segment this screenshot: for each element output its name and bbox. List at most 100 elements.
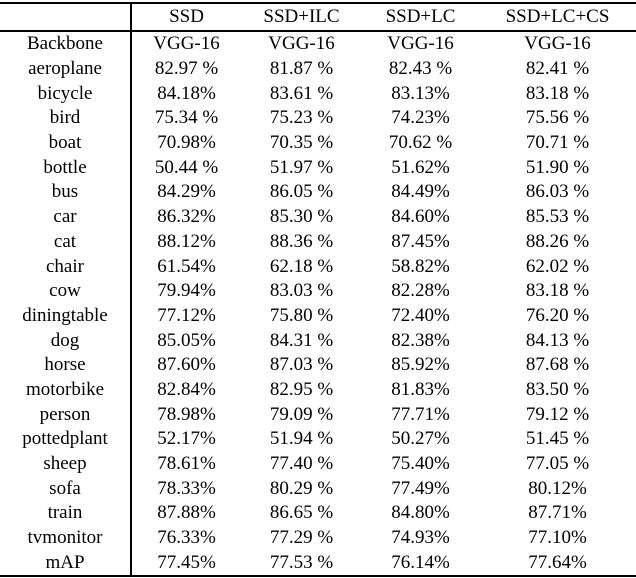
table-row: sheep 78.61% 77.40 % 75.40% 77.05 % [0, 451, 636, 477]
cell: 75.34 % [154, 107, 219, 129]
cell: 80.29 % [269, 477, 334, 499]
row-label: bicycle [0, 81, 132, 107]
row-label: dog [0, 328, 132, 353]
row-label: car [0, 204, 132, 230]
row-label: aeroplane [0, 56, 132, 82]
table-row: horse 87.60% 87.03 % 85.92% 87.68 % [0, 352, 636, 378]
cell: 79.12 % [525, 403, 590, 425]
row-label: bus [0, 180, 132, 205]
cell: 75.80 % [269, 304, 334, 326]
cell: 79.09 % [269, 403, 334, 425]
row-label: person [0, 402, 132, 427]
cell: 78.61% [157, 453, 216, 475]
row-label: chair [0, 254, 132, 279]
cell: 77.64% [528, 551, 587, 573]
header-row: SSD SSD+ILC SSD+LC SSD+LC+CS [0, 3, 636, 31]
row-label: mAP [0, 550, 132, 577]
cell: 77.29 % [269, 527, 334, 549]
cell: 77.05 % [525, 453, 590, 475]
cell: 82.38% [391, 329, 450, 351]
cell: 76.14% [391, 551, 450, 573]
cell: 83.50 % [525, 378, 590, 400]
row-label: bird [0, 106, 132, 131]
cell: 77.71% [391, 403, 450, 425]
cell: 77.53 % [269, 551, 334, 573]
table-row: bird 75.34 % 75.23 % 74.23% 75.56 % [0, 106, 636, 131]
header-cell-ssd: SSD [169, 6, 204, 27]
row-label: cow [0, 278, 132, 304]
row-label: pottedplant [0, 427, 132, 452]
cell: 50.27% [391, 428, 450, 450]
cell: 79.94% [157, 280, 216, 302]
row-label: train [0, 501, 132, 526]
cell: 84.29% [157, 181, 216, 203]
cell: 76.33% [157, 527, 216, 549]
table-row: pottedplant 52.17% 51.94 % 50.27% 51.45 % [0, 427, 636, 452]
table-row: aeroplane 82.97 % 81.87 % 82.43 % 82.41 % [0, 56, 636, 82]
row-label: diningtable [0, 303, 132, 329]
cell: 62.02 % [525, 255, 590, 277]
cell: 76.20 % [525, 304, 590, 326]
cell: 84.49% [391, 181, 450, 203]
cell: 74.93% [391, 527, 450, 549]
cell: 87.03 % [269, 354, 334, 376]
cell: 52.17% [157, 428, 216, 450]
cell: 51.90 % [525, 156, 590, 178]
cell: 84.80% [391, 502, 450, 524]
cell: 81.83% [391, 378, 450, 400]
table-row: car 86.32% 85.30 % 84.60% 85.53 % [0, 204, 636, 230]
cell: 87.60% [157, 354, 216, 376]
cell: 86.05 % [269, 181, 334, 203]
cell: 84.13 % [525, 329, 590, 351]
cell: 70.35 % [269, 132, 334, 154]
table-body: Backbone VGG-16 VGG-16 VGG-16 VGG-16 aeroplan… [0, 31, 636, 577]
row-label: boat [0, 130, 132, 156]
cell: 88.26 % [525, 230, 590, 252]
row-label: horse [0, 352, 132, 378]
cell: 86.03 % [525, 181, 590, 203]
table-row: mAP 77.45% 77.53 % 76.14% 77.64% [0, 550, 636, 577]
cell: 74.23% [391, 107, 450, 129]
cell: 77.49% [391, 477, 450, 499]
cell: 58.82% [391, 255, 450, 277]
table-row: cow 79.94% 83.03 % 82.28% 83.18 % [0, 278, 636, 304]
cell: 85.53 % [525, 206, 590, 228]
table-row: sofa 78.33% 80.29 % 77.49% 80.12% [0, 476, 636, 502]
cell: VGG-16 [387, 33, 454, 55]
cell: 51.94 % [269, 428, 334, 450]
cell: 88.12% [157, 230, 216, 252]
cell: 78.33% [157, 477, 216, 499]
cell: 83.61 % [269, 82, 334, 104]
cell: 77.45% [157, 551, 216, 573]
table-row: tvmonitor 76.33% 77.29 % 74.93% 77.10% [0, 525, 636, 551]
cell: 82.95 % [269, 378, 334, 400]
table-row: bicycle 84.18% 83.61 % 83.13% 83.18 % [0, 81, 636, 107]
cell: 87.88% [157, 502, 216, 524]
cell: 72.40% [391, 304, 450, 326]
table-row: cat 88.12% 88.36 % 87.45% 88.26 % [0, 229, 636, 255]
table-row: boat 70.98% 70.35 % 70.62 % 70.71 % [0, 130, 636, 156]
cell: VGG-16 [524, 33, 591, 55]
table-row: bus 84.29% 86.05 % 84.49% 86.03 % [0, 180, 636, 205]
table-row: train 87.88% 86.65 % 84.80% 87.71% [0, 501, 636, 526]
cell: 87.45% [391, 230, 450, 252]
table-row: diningtable 77.12% 75.80 % 72.40% 76.20 % [0, 303, 636, 329]
table-row: motorbike 82.84% 82.95 % 81.83% 83.50 % [0, 377, 636, 403]
cell: 70.62 % [388, 132, 453, 154]
cell: 81.87 % [269, 58, 334, 80]
cell: 88.36 % [269, 230, 334, 252]
cell: 77.10% [528, 527, 587, 549]
cell: 82.84% [157, 378, 216, 400]
cell: 83.18 % [525, 82, 590, 104]
cell: 86.65 % [269, 502, 334, 524]
header-cell-ssd-ilc: SSD+ILC [263, 6, 340, 27]
table-row: dog 85.05% 84.31 % 82.38% 84.13 % [0, 328, 636, 353]
cell: VGG-16 [153, 33, 220, 55]
cell: 77.40 % [269, 453, 334, 475]
row-label: tvmonitor [0, 525, 132, 551]
cell: 84.31 % [269, 329, 334, 351]
header-cell-ssd-lc: SSD+LC [385, 6, 456, 27]
cell: 61.54% [157, 255, 216, 277]
row-label: cat [0, 229, 132, 255]
